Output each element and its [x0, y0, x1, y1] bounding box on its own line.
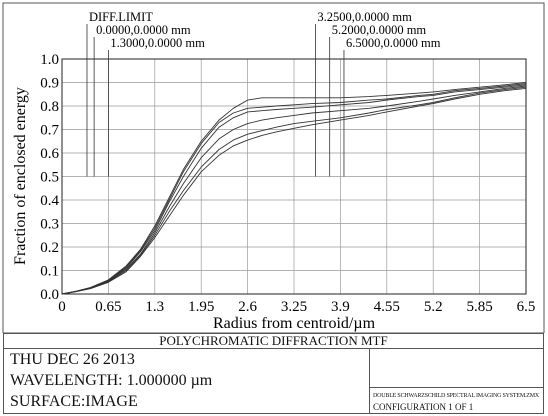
y-tick-label: 0.6	[40, 146, 59, 162]
legend-label: 1.3000,0.0000 mm	[110, 36, 205, 50]
y-axis-label: Fraction of enclosed energy	[12, 87, 29, 265]
y-tick-label: 1.0	[40, 52, 59, 68]
y-tick-label: 0.3	[40, 217, 59, 233]
legend-label: 5.2000,0.0000 mm	[332, 23, 427, 37]
tick-labels: 0 0.65 1.3 1.95 2.6 3.25 3.9 4.55 5.2 5.85 6.5 0.0 0…	[40, 52, 535, 315]
y-tick-label: 0.1	[40, 264, 59, 280]
series-line	[61, 83, 527, 295]
series-lines	[61, 82, 527, 295]
series-line	[61, 87, 527, 295]
enclosed-energy-chart: 0 0.65 1.3 1.95 2.6 3.25 3.9 4.55 5.2 5.85 6.50.00…	[2, 2, 545, 334]
wavelength-text: WAVELENGTH: 1.000000 µm	[10, 372, 213, 389]
plot-area	[61, 58, 527, 295]
x-tick-label: 6.5	[517, 299, 536, 315]
series-line	[61, 85, 527, 295]
y-tick-label: 0.9	[40, 76, 59, 92]
x-tick-label: 1.95	[188, 299, 214, 315]
legend-label: 0.0000,0.0000 mm	[96, 23, 191, 37]
series-line	[61, 84, 527, 295]
legend-label: 3.2500,0.0000 mm	[317, 10, 412, 24]
file-name: DOUBLE SCHWARZSCHILD SPECTRAL IMAGING SY…	[373, 393, 540, 399]
date-text: THU DEC 26 2013	[10, 351, 135, 368]
legend-label: DIFF.LIMIT	[89, 10, 153, 24]
plot-title: POLYCHROMATIC DIFFRACTION MTF	[4, 334, 543, 349]
x-tick-label: 2.6	[238, 299, 257, 315]
configuration-text: CONFIGURATION 1 OF 1	[373, 402, 474, 412]
grid	[62, 59, 526, 294]
x-tick-label: 5.85	[466, 299, 492, 315]
x-tick-label: 1.3	[145, 299, 164, 315]
y-tick-label: 0.7	[40, 123, 59, 139]
y-tick-label: 0.5	[40, 170, 59, 186]
series-line	[61, 86, 527, 295]
series-line	[61, 82, 527, 295]
x-tick-label: 4.55	[374, 299, 400, 315]
info-left: THU DEC 26 2013 WAVELENGTH: 1.000000 µm …	[4, 349, 370, 413]
x-tick-label: 3.9	[331, 299, 350, 315]
info-block: POLYCHROMATIC DIFFRACTION MTF THU DEC 26…	[3, 333, 544, 414]
x-tick-label: 0.65	[95, 299, 121, 315]
y-tick-label: 0.4	[40, 193, 59, 209]
outer-frame	[2, 2, 545, 334]
y-tick-label: 0.8	[40, 99, 59, 115]
x-tick-label: 0	[58, 299, 66, 315]
x-axis-label: Radius from centroid/µm	[213, 315, 376, 332]
x-tick-label: 5.2	[424, 299, 443, 315]
y-tick-label: 0.2	[40, 240, 59, 256]
info-right: DOUBLE SCHWARZSCHILD SPECTRAL IMAGING SY…	[370, 349, 543, 413]
y-tick-label: 0.0	[40, 287, 59, 303]
info-divider	[370, 387, 543, 388]
legend-label: 6.5000,0.0000 mm	[346, 36, 441, 50]
x-tick-label: 3.25	[281, 299, 307, 315]
surface-text: SURFACE:IMAGE	[10, 393, 138, 410]
